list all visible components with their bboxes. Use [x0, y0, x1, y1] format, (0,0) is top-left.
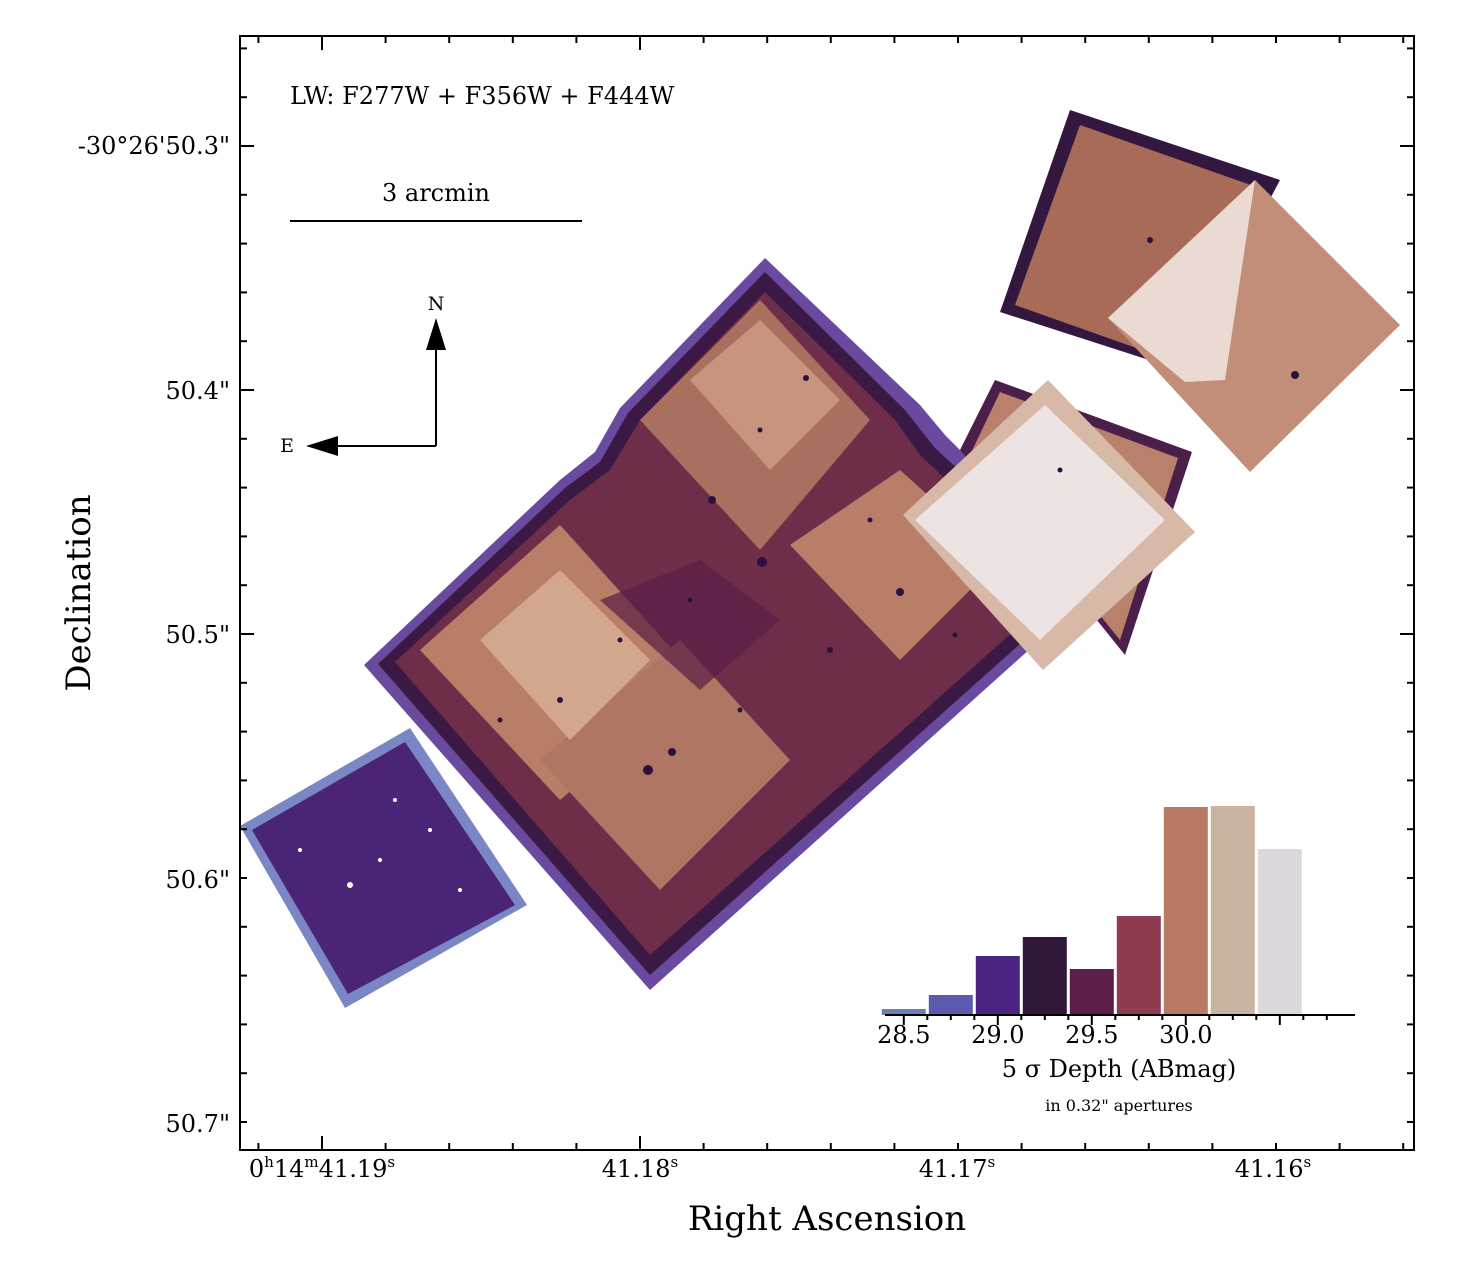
hist-bar: [1116, 916, 1161, 1015]
x-tick-label-1: 41.18s: [602, 1153, 678, 1183]
hist-bar: [1022, 937, 1067, 1015]
y-tick-label-0: -30°26'50.3": [78, 132, 230, 160]
scale-bar-label: 3 arcmin: [382, 179, 490, 207]
hist-bar: [1163, 807, 1208, 1015]
compass-east-label: E: [280, 435, 294, 457]
region-lightest-2: [690, 320, 840, 470]
compass-east-arrowhead: [306, 436, 338, 456]
hist-x-label: 5 σ Depth (ABmag): [1002, 1055, 1237, 1083]
compass-north-arrowhead: [426, 318, 446, 350]
x-axis-title: Right Ascension: [688, 1199, 966, 1239]
hist-tick-label: 30.0: [1159, 1021, 1212, 1049]
region-lightest-1: [480, 570, 650, 740]
tile-lw-purple: [252, 742, 515, 994]
y-tick-label-4: 50.7": [166, 1110, 230, 1138]
x-tick-label-0: 0h14m41.19s: [249, 1153, 395, 1183]
x-tick-label-3: 41.16s: [1235, 1153, 1311, 1183]
x-tick-label-2: 41.17s: [919, 1153, 995, 1183]
hist-bar: [1257, 849, 1302, 1015]
depth-histogram: 28.5 29.0 29.5 30.0 5 σ Depth (ABmag) in 0.…: [877, 806, 1355, 1115]
hist-bar: [881, 1009, 926, 1015]
hist-bar: [975, 956, 1020, 1015]
hist-tick-label: 29.0: [971, 1021, 1024, 1049]
y-tick-label-1: 50.4": [166, 377, 230, 405]
y-tick-label-3: 50.6": [166, 866, 230, 894]
hist-bar: [1210, 806, 1255, 1015]
hist-bar: [1069, 969, 1114, 1015]
axis-ticks: [240, 36, 1414, 1150]
axes-frame: [239, 35, 1415, 1151]
hist-sublabel: in 0.32" apertures: [1045, 1096, 1193, 1115]
mosaic-image: [240, 110, 1400, 1008]
stars-blue-tile: [298, 798, 462, 892]
y-tick-label-2: 50.5": [166, 621, 230, 649]
hist-tick-label: 29.5: [1065, 1021, 1118, 1049]
sources: [497, 237, 1299, 775]
region-dark-cross: [600, 560, 780, 690]
hist-tick-label: 28.5: [877, 1021, 930, 1049]
filter-label: LW: F277W + F356W + F444W: [290, 82, 675, 110]
compass-north-label: N: [428, 293, 445, 315]
tile-mid-light: [915, 405, 1165, 640]
tile-right-light: [1108, 180, 1255, 382]
region-light-2: [540, 640, 790, 890]
y-axis-title: Declination: [59, 494, 99, 691]
compass: N E: [280, 293, 446, 457]
hist-bar: [928, 995, 973, 1015]
